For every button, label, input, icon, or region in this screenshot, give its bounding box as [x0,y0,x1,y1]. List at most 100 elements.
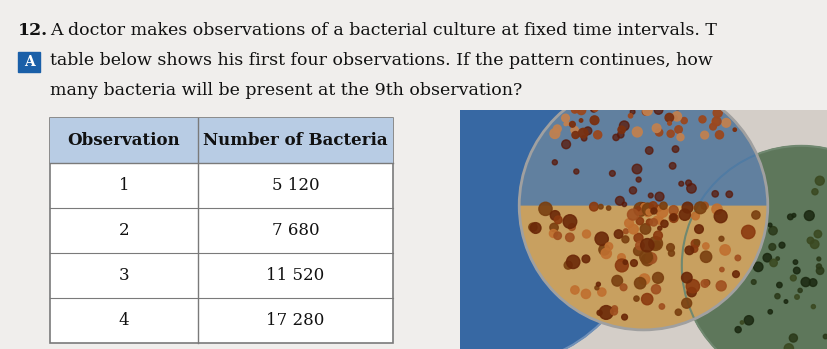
Circle shape [779,242,785,248]
Circle shape [636,217,643,225]
Circle shape [614,230,623,238]
Circle shape [553,125,562,133]
Circle shape [701,202,708,209]
Circle shape [643,110,647,114]
Circle shape [675,96,678,99]
Circle shape [594,131,602,139]
Circle shape [776,257,779,260]
Circle shape [715,210,727,223]
Circle shape [550,223,558,232]
Circle shape [763,253,772,262]
Bar [50,118,393,343]
Circle shape [811,305,815,309]
Circle shape [571,286,579,294]
Circle shape [643,106,653,115]
Circle shape [653,272,663,283]
Circle shape [629,224,638,234]
Circle shape [669,206,678,215]
Circle shape [632,164,642,174]
Bar [460,110,827,349]
Circle shape [646,209,653,215]
Circle shape [643,203,654,215]
Circle shape [815,176,825,185]
Circle shape [712,204,722,214]
Circle shape [656,129,662,136]
Circle shape [630,260,638,267]
Circle shape [566,233,574,242]
Circle shape [647,219,653,225]
Circle shape [795,295,800,299]
Circle shape [629,101,636,108]
Circle shape [691,245,698,252]
Circle shape [634,202,648,216]
Circle shape [629,114,633,118]
Circle shape [636,241,644,250]
Circle shape [598,288,606,296]
Circle shape [661,220,668,228]
Circle shape [789,334,797,342]
Circle shape [812,189,818,195]
Text: 17 280: 17 280 [266,312,325,329]
Circle shape [712,117,721,126]
Circle shape [798,288,802,292]
Circle shape [809,279,817,287]
Circle shape [599,205,603,209]
Circle shape [744,315,753,325]
Circle shape [562,114,569,122]
Circle shape [701,280,709,287]
Text: 4: 4 [119,312,129,329]
Circle shape [733,128,737,131]
Circle shape [623,260,628,265]
Circle shape [615,196,624,205]
Circle shape [695,225,703,233]
Circle shape [681,146,827,349]
Circle shape [636,206,640,211]
Text: table below shows his first four observations. If the pattern continues, how: table below shows his first four observa… [50,52,713,69]
Circle shape [348,69,645,349]
Text: 7 680: 7 680 [272,222,319,239]
Text: 11 520: 11 520 [266,267,325,284]
Circle shape [667,121,672,125]
Circle shape [650,218,657,226]
Circle shape [550,211,560,220]
Circle shape [691,240,700,248]
Circle shape [653,231,662,240]
Circle shape [639,274,650,284]
Circle shape [660,202,667,209]
Circle shape [644,209,652,217]
Circle shape [633,246,643,255]
Circle shape [554,232,562,239]
Circle shape [640,224,651,234]
Circle shape [590,106,597,112]
Circle shape [651,208,657,214]
Circle shape [770,259,777,267]
Circle shape [816,267,824,274]
Circle shape [628,209,638,220]
Text: 12.: 12. [18,22,48,39]
Circle shape [805,211,815,221]
Circle shape [640,203,646,208]
Circle shape [654,106,663,114]
Circle shape [613,134,619,141]
Circle shape [674,102,681,110]
Bar [18,52,40,72]
Circle shape [719,267,724,272]
Circle shape [672,112,681,121]
Circle shape [550,129,560,139]
Bar [50,118,393,163]
Circle shape [768,223,772,227]
Circle shape [646,253,657,264]
Circle shape [642,254,653,266]
Circle shape [567,122,571,125]
Circle shape [704,280,710,285]
Circle shape [685,246,694,255]
Circle shape [674,104,680,109]
Circle shape [735,238,743,246]
Circle shape [715,287,721,292]
Circle shape [595,232,609,245]
Circle shape [582,230,590,238]
Text: many bacteria will be present at the 9th observation?: many bacteria will be present at the 9th… [50,82,522,99]
Circle shape [589,95,595,102]
Circle shape [528,223,537,231]
Circle shape [669,214,678,222]
